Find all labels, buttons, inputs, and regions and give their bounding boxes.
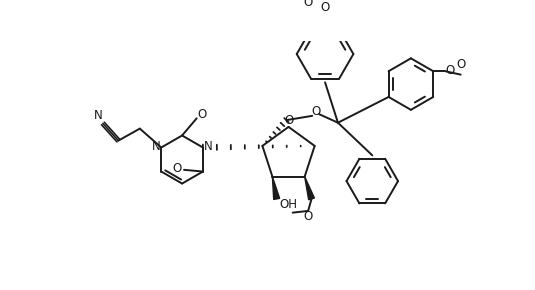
Text: OH: OH: [280, 197, 297, 211]
Polygon shape: [304, 177, 315, 200]
Text: O: O: [197, 108, 207, 122]
Text: O: O: [284, 114, 293, 127]
Text: N: N: [152, 140, 160, 153]
Text: O: O: [303, 0, 312, 9]
Text: N: N: [94, 109, 103, 122]
Text: O: O: [320, 1, 330, 14]
Text: N: N: [204, 140, 212, 153]
Text: O: O: [312, 105, 321, 118]
Text: O: O: [172, 162, 182, 175]
Text: O: O: [303, 211, 313, 223]
Text: O: O: [456, 58, 465, 71]
Polygon shape: [272, 177, 280, 200]
Text: O: O: [445, 64, 454, 77]
